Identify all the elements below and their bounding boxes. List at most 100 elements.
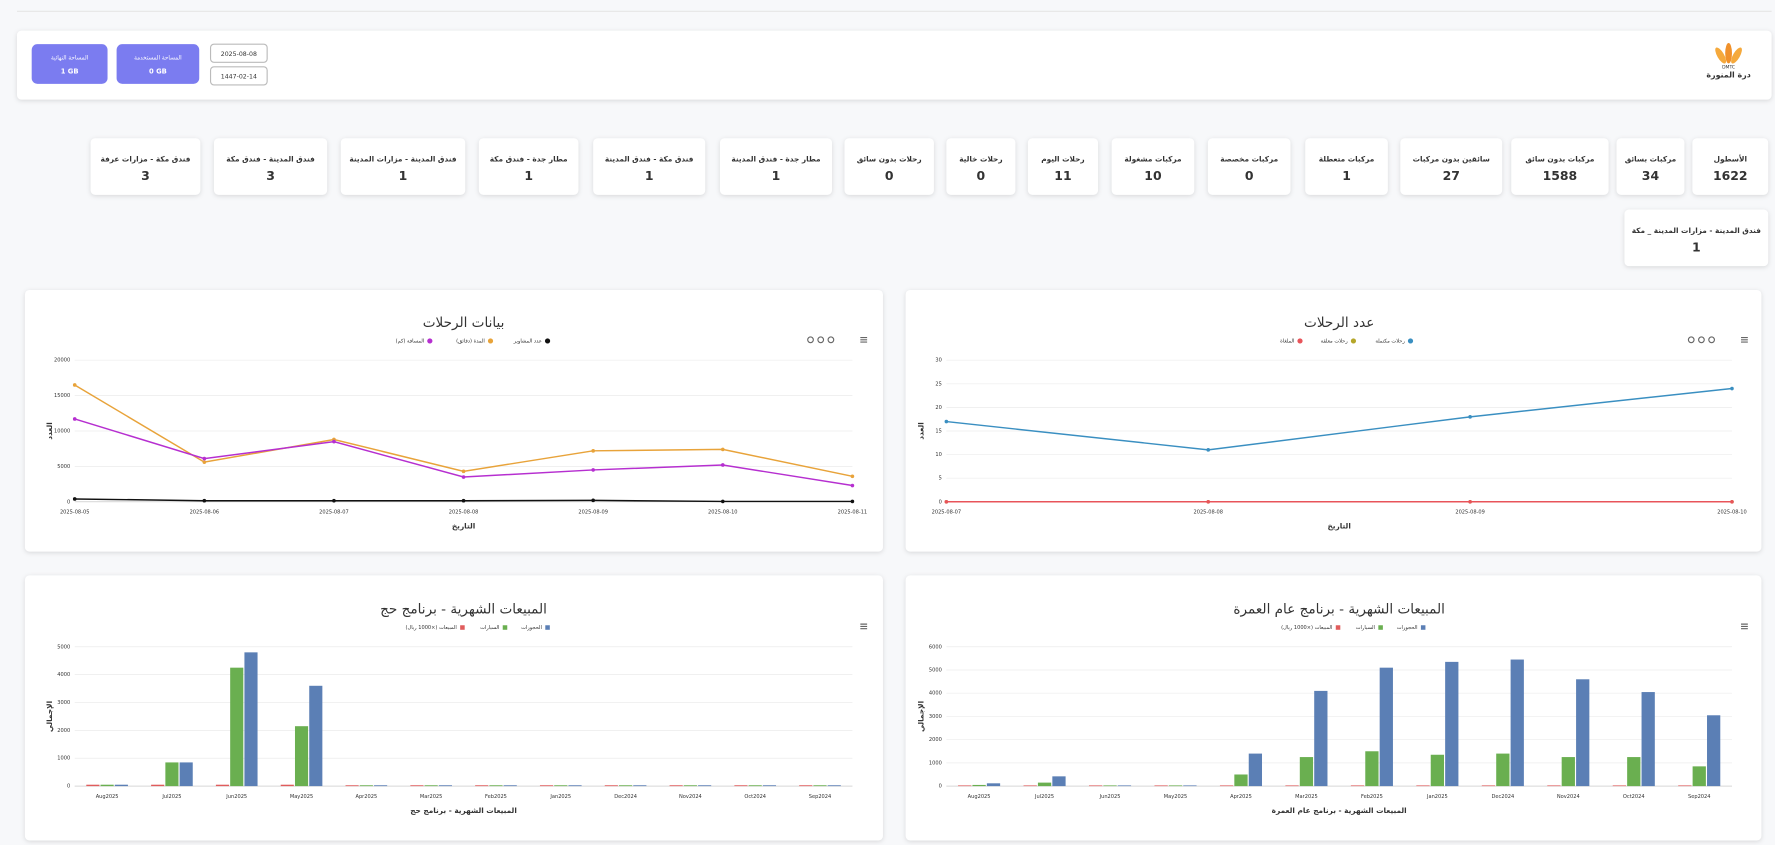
stat-value: 1 <box>645 168 654 183</box>
bar <box>1510 659 1524 787</box>
used-storage-button[interactable] <box>116 44 200 84</box>
stat-label: فندق مكة - فندق المدينة <box>605 155 694 164</box>
bar <box>827 785 841 787</box>
bar <box>734 785 748 787</box>
y-axis-label: العدد <box>45 422 54 439</box>
bar <box>799 785 813 787</box>
bar <box>179 762 193 787</box>
bar <box>568 785 582 787</box>
stat-card <box>719 138 833 195</box>
bar <box>374 785 388 787</box>
bar <box>1168 785 1183 787</box>
x-tick-label: May2025 <box>290 794 313 800</box>
x-tick-label: Jul2025 <box>161 794 181 800</box>
data-point <box>1730 386 1734 391</box>
data-point <box>720 463 725 467</box>
bar <box>1183 785 1197 787</box>
bar <box>438 785 452 787</box>
bar <box>1052 776 1066 787</box>
bar <box>100 784 114 787</box>
legend-marker <box>1350 338 1357 344</box>
hijri-date: 1447-02-14 <box>221 73 257 80</box>
stat-card <box>478 138 579 195</box>
legend-marker <box>427 338 433 344</box>
chart-card <box>905 289 1762 552</box>
bar <box>1576 679 1590 787</box>
chart-title: المبيعات الشهرية - برنامج عام العمرة <box>1233 601 1444 617</box>
bar <box>345 785 359 787</box>
data-point <box>720 499 725 504</box>
stat-value: 1 <box>1692 240 1701 255</box>
legend-label: المبيعات (×1000 ريال) <box>406 625 457 631</box>
bar <box>280 784 294 787</box>
bar <box>424 785 438 787</box>
bar <box>1496 753 1510 787</box>
stat-card <box>1624 209 1769 267</box>
data-point <box>332 498 336 503</box>
date-box <box>209 43 268 63</box>
x-tick-label: Feb2025 <box>1361 794 1383 800</box>
bar <box>604 785 618 787</box>
bar <box>1314 690 1328 787</box>
legend-marker <box>544 338 551 344</box>
x-axis-label: التاريخ <box>1327 522 1350 531</box>
stat-value: 3 <box>141 168 150 183</box>
data-point <box>1468 499 1472 504</box>
y-tick-label: 30 <box>935 358 941 364</box>
stat-card <box>213 138 328 195</box>
x-tick-label: Apr2025 <box>1230 794 1252 800</box>
x-tick-label: May2025 <box>1164 794 1187 800</box>
y-tick-label: 10000 <box>54 428 70 434</box>
bar <box>1088 785 1103 787</box>
stat-label: مركبات مشغولة <box>1124 155 1182 164</box>
x-tick-label: Jun2025 <box>225 794 247 800</box>
bar <box>1379 667 1393 787</box>
x-tick-label: 2025-08-10 <box>708 509 738 515</box>
bar <box>1154 785 1168 787</box>
logo: DMTC درة المنورة <box>1706 43 1751 79</box>
legend-marker <box>1297 338 1303 344</box>
total-storage-button[interactable] <box>31 44 108 84</box>
x-tick-label: Jan2025 <box>1426 794 1448 800</box>
y-tick-label: 6000 <box>929 644 942 650</box>
y-tick-label: 20000 <box>54 358 70 364</box>
bar <box>1219 785 1234 787</box>
bar <box>151 784 165 787</box>
bar <box>1365 751 1379 787</box>
stat-value: 1622 <box>1713 168 1748 183</box>
bar <box>359 785 373 787</box>
chart-toolbar[interactable] <box>807 336 1748 630</box>
stat-card <box>1511 138 1609 195</box>
bar <box>1299 757 1314 787</box>
bar <box>633 785 647 787</box>
logo-abbr: DMTC <box>1722 64 1735 70</box>
stat-value: 3 <box>266 168 275 183</box>
y-tick-label: 5000 <box>929 667 942 673</box>
data-point <box>202 498 207 503</box>
date-box <box>209 66 268 86</box>
stat-card <box>1400 138 1503 195</box>
bar <box>294 726 309 787</box>
stat-value: 1 <box>1342 168 1351 183</box>
y-tick-label: 2000 <box>929 737 942 743</box>
bar <box>503 785 517 787</box>
chart-title: بيانات الرحلات <box>423 315 505 331</box>
stat-label: فندق المدينة - فندق مكة <box>226 155 315 164</box>
stat-value: 1 <box>772 168 781 183</box>
x-tick-label: Dec2024 <box>614 794 637 800</box>
bar <box>165 762 179 787</box>
x-tick-label: Dec2024 <box>1491 794 1514 800</box>
stat-card <box>946 138 1016 195</box>
total-storage-label: المساحة النهائية <box>51 55 89 61</box>
total-storage-value: 1 GB <box>61 67 79 75</box>
bar <box>489 785 503 787</box>
y-tick-label: 3000 <box>929 714 942 720</box>
data-point <box>944 499 949 504</box>
x-tick-label: 2025-08-06 <box>190 509 220 515</box>
stat-card <box>1027 138 1099 195</box>
bar <box>1692 766 1706 787</box>
stat-label: مطار جدة - فندق مكة <box>490 155 568 164</box>
bar <box>619 785 633 787</box>
stat-value: 0 <box>885 168 894 183</box>
stat-card <box>1692 138 1769 195</box>
